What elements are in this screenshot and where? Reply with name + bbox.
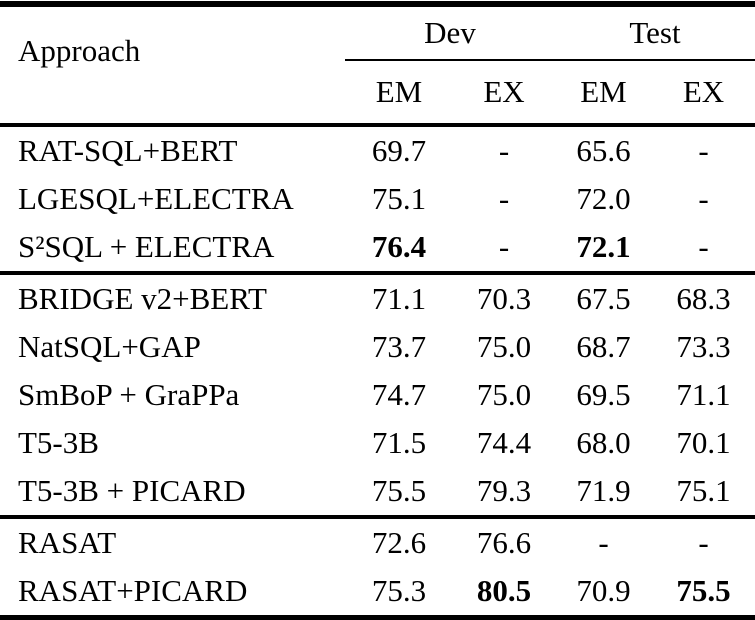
metric-cell: 75.1 [676,473,731,508]
approach-column-header: Approach [18,33,141,68]
metric-cell: 75.5 [676,573,731,608]
test-group-header: Test [555,4,755,61]
metric-cell: - [498,181,510,216]
table-header: Approach Dev Test EM EX EM EX [0,4,755,125]
metric-cell: 75.1 [371,181,427,216]
metric-cell: - [498,229,510,264]
table-row: RASAT+PICARD 75.3 80.5 70.9 75.5 [0,567,755,618]
metric-cell: 70.9 [576,573,631,608]
test-em-header: EM [580,74,627,109]
test-ex-header: EX [682,74,725,109]
table-row: NatSQL+GAP 73.7 75.0 68.7 73.3 [0,323,755,371]
metric-cell: 76.6 [476,525,532,560]
approach-cell: S²SQL + ELECTRA [18,229,275,264]
metric-cell: 72.6 [371,525,427,560]
metric-cell: - [698,133,709,168]
metric-cell: 72.1 [576,229,631,264]
metric-cell: 73.7 [371,329,427,364]
metric-cell: 70.1 [676,425,731,460]
metric-cell: 69.7 [371,133,427,168]
metric-cell: 69.5 [576,377,631,412]
metric-cell: 75.0 [476,377,532,412]
approach-cell: LGESQL+ELECTRA [18,181,294,216]
header-group-row: Approach Dev Test [0,4,755,68]
dev-em-header: EM [375,74,423,109]
metric-cell: 67.5 [576,281,631,316]
approach-cell: RAT-SQL+BERT [18,133,238,168]
approach-cell: RASAT [18,525,117,560]
metric-cell: 80.5 [476,573,532,608]
metric-cell: 79.3 [476,473,532,508]
metric-cell: - [598,525,609,560]
metric-cell: 75.5 [371,473,427,508]
table-row: BRIDGE v2+BERT 71.1 70.3 67.5 68.3 [0,273,755,323]
approach-cell: RASAT+PICARD [18,573,248,608]
metric-cell: 72.0 [576,181,631,216]
metric-cell: 71.1 [371,281,427,316]
row-group-3: RASAT 72.6 76.6 - - RASAT+PICARD 75.3 80.5 70.9 7… [0,517,755,618]
metric-cell: - [498,133,510,168]
table-row: T5-3B + PICARD 75.5 79.3 71.9 75.1 [0,467,755,517]
row-group-2: BRIDGE v2+BERT 71.1 70.3 67.5 68.3 NatSQL+GAP… [0,273,755,517]
dev-ex-header: EX [483,74,525,109]
table-row: RASAT 72.6 76.6 - - [0,517,755,567]
table-row: T5-3B 71.5 74.4 68.0 70.1 [0,419,755,467]
approach-cell: T5-3B + PICARD [18,473,246,508]
approach-cell: BRIDGE v2+BERT [18,281,267,316]
metric-cell: 74.7 [371,377,427,412]
metric-cell: 68.0 [576,425,631,460]
approach-cell: SmBoP + GraPPa [18,377,240,412]
metric-cell: 74.4 [476,425,532,460]
metric-cell: 75.3 [371,573,427,608]
metric-cell: 70.3 [476,281,532,316]
metric-cell: 71.5 [371,425,427,460]
metric-cell: - [698,229,709,264]
row-group-1: RAT-SQL+BERT 69.7 - 65.6 - LGESQL+ELECTRA 75.1… [0,125,755,273]
metric-cell: 76.4 [371,229,427,264]
header-subcol-row: EM EX EM EX [0,60,755,125]
metric-cell: 73.3 [676,329,731,364]
metric-cell: 71.9 [576,473,631,508]
metric-cell: 68.3 [676,281,731,316]
approach-cell: T5-3B [18,425,99,460]
table-row: RAT-SQL+BERT 69.7 - 65.6 - [0,125,755,175]
approach-cell: NatSQL+GAP [18,329,201,364]
metric-cell: - [698,525,709,560]
metric-cell: 75.0 [476,329,532,364]
table-row: LGESQL+ELECTRA 75.1 - 72.0 - [0,175,755,223]
metric-cell: 71.1 [676,377,731,412]
metric-cell: 68.7 [576,329,631,364]
table-row: SmBoP + GraPPa 74.7 75.0 69.5 71.1 [0,371,755,419]
table-row: S²SQL + ELECTRA 76.4 - 72.1 - [0,223,755,273]
metric-cell: - [698,181,709,216]
dev-group-header: Dev [345,4,555,61]
metric-cell: 65.6 [576,133,631,168]
